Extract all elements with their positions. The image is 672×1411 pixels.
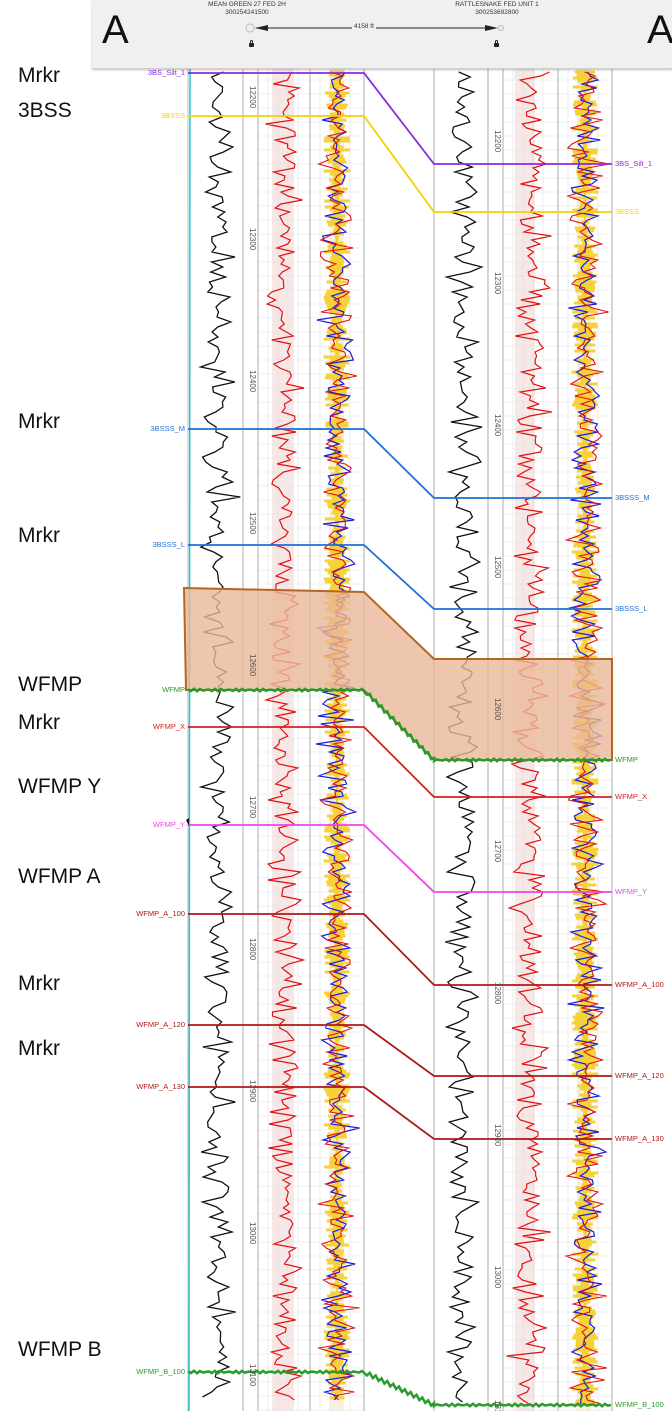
resistivity-curve <box>263 71 306 1401</box>
side-label: Mrkr <box>18 524 60 547</box>
marker-label-left: WFMP_Y <box>153 820 185 829</box>
left-well-name: MEAN GREEN 27 FED 2H <box>208 1 286 8</box>
marker-line[interactable] <box>188 913 612 986</box>
right-well-name: RATTLESNAKE FED UNIT 1 <box>455 1 539 8</box>
marker-label-right: 3BSSS_L <box>615 604 648 613</box>
arrow-right-icon <box>485 25 498 31</box>
marker-line[interactable] <box>188 544 612 610</box>
right-well-api: 300253692800 <box>475 9 519 16</box>
marker-label-left: WFMP_A_130 <box>136 1082 185 1091</box>
distance-arrow <box>245 23 504 33</box>
section-end-letter: A' <box>647 8 672 52</box>
depth-label-right: 131 <box>493 1400 502 1411</box>
side-label: Mrkr <box>18 410 60 433</box>
caliper-curve <box>188 67 191 1411</box>
marker-label-left: 3BSSS_L <box>152 540 185 549</box>
depth-label-right: 12200 <box>493 130 502 153</box>
depth-label-left: 12300 <box>248 228 257 251</box>
depth-label-left: 12200 <box>248 86 257 109</box>
marker-line[interactable] <box>188 1024 612 1077</box>
marker-label-right: WFMP <box>615 755 638 764</box>
marker-label-left: WFMP <box>162 685 185 694</box>
depth-label-right: 12600 <box>493 698 502 721</box>
depth-label-right: 12800 <box>493 982 502 1005</box>
left-lock-icon[interactable] <box>249 40 254 47</box>
density-curve <box>315 71 360 1401</box>
marker-label-left: 3BSSS_M <box>150 424 185 433</box>
marker-lines: 3BS_Silt_1 3BS_Silt_1 3BSSS 3BSSS 3BSSS_M 3BS… <box>136 68 664 1409</box>
depth-label-right: 13000 <box>493 1266 502 1289</box>
marker-label-right: 3BS_Silt_1 <box>615 159 652 168</box>
side-label: WFMP Y <box>18 775 102 798</box>
marker-label-right: 3BSSS_M <box>615 493 650 502</box>
side-label: Mrkr <box>18 711 60 734</box>
depth-label-right: 12700 <box>493 840 502 863</box>
marker-label-right: WFMP_B_100 <box>615 1400 664 1409</box>
side-label: WFMP B <box>18 1338 102 1361</box>
marker-label-left: WFMP_B_100 <box>136 1367 185 1376</box>
depth-label-left: 12600 <box>248 654 257 677</box>
side-label: Mrkr <box>18 64 60 87</box>
marker-line[interactable] <box>188 428 612 499</box>
marker-line[interactable] <box>187 687 612 764</box>
side-label: 3BSS <box>18 99 72 122</box>
gamma-ray-curve <box>198 71 241 1398</box>
section-header: A A' MEAN GREEN 27 FED 2H 300254241500 R… <box>92 0 672 69</box>
right-well-header[interactable]: RATTLESNAKE FED UNIT 1 300253692800 <box>447 1 547 17</box>
right-well-symbol-icon <box>498 25 504 31</box>
depth-label-left: 12800 <box>248 938 257 961</box>
depth-label-left: 12500 <box>248 512 257 535</box>
depth-label-left: 12900 <box>248 1080 257 1103</box>
marker-label-right: WFMP_A_130 <box>615 1134 664 1143</box>
left-well-header[interactable]: MEAN GREEN 27 FED 2H 300254241500 <box>202 1 292 17</box>
marker-label-right: WFMP_Y <box>615 887 647 896</box>
side-label: WFMP A <box>18 865 101 888</box>
depth-label-right: 12300 <box>493 272 502 295</box>
marker-line[interactable] <box>188 824 612 893</box>
depth-labels: 12200 12300 12400 12500 12600 12700 12800 12900… <box>248 86 502 1411</box>
depth-label-left: 12700 <box>248 796 257 819</box>
side-label: Mrkr <box>18 972 60 995</box>
depth-tick-icon <box>186 818 189 826</box>
section-start-letter: A <box>102 8 129 52</box>
marker-label-left: WFMP_A_120 <box>136 1020 185 1029</box>
side-label: Mrkr <box>18 1037 60 1060</box>
depth-label-right: 12900 <box>493 1124 502 1147</box>
distance-label: 4158 ft <box>352 23 376 30</box>
marker-line[interactable] <box>188 115 612 213</box>
left-well-api: 300254241500 <box>225 9 269 16</box>
marker-label-right: 3BSSS <box>615 207 639 216</box>
neutron-curve <box>316 71 360 1401</box>
marker-label-left: WFMP_A_100 <box>136 909 185 918</box>
depth-label-right: 12400 <box>493 414 502 437</box>
marker-line[interactable] <box>187 1369 612 1409</box>
marker-label-right: WFMP_X <box>615 792 647 801</box>
depth-label-left: 12400 <box>248 370 257 393</box>
marker-label-left: WFMP_X <box>153 722 185 731</box>
side-label: WFMP <box>18 673 83 696</box>
left-well-symbol-icon <box>245 23 255 33</box>
marker-label-right: WFMP_A_120 <box>615 1071 664 1080</box>
left-well-log <box>187 67 365 1411</box>
marker-label-right: WFMP_A_100 <box>615 980 664 989</box>
marker-line[interactable] <box>188 72 612 165</box>
marker-label-left: 3BS_Silt_1 <box>148 68 185 77</box>
depth-label-right: 12500 <box>493 556 502 579</box>
marker-line[interactable] <box>188 726 612 798</box>
depth-label-left: 13100 <box>248 1364 257 1387</box>
marker-line[interactable] <box>188 1086 612 1140</box>
marker-label-left: 3BSSS <box>161 111 185 120</box>
depth-label-left: 13000 <box>248 1222 257 1245</box>
arrow-left-icon <box>255 25 268 31</box>
right-lock-icon[interactable] <box>494 40 499 47</box>
